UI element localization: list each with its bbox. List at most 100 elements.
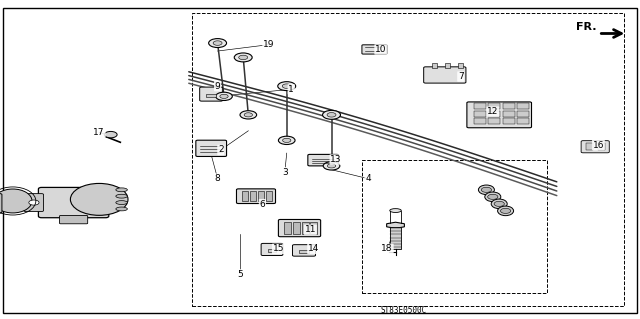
Text: 18: 18 [381,244,393,253]
Bar [293,222,300,234]
Bar [284,222,291,234]
Circle shape [216,92,232,100]
Bar [258,191,264,201]
FancyBboxPatch shape [467,102,531,128]
FancyBboxPatch shape [292,245,316,256]
Circle shape [213,41,222,45]
Ellipse shape [492,199,508,209]
Bar [300,250,309,253]
Ellipse shape [390,209,401,212]
Text: 19: 19 [263,40,275,49]
Bar [362,160,547,293]
Circle shape [234,53,252,62]
Circle shape [488,194,498,199]
Text: 10: 10 [375,45,387,54]
Bar [243,191,248,201]
Ellipse shape [479,185,495,195]
FancyBboxPatch shape [237,189,275,204]
Bar [488,103,500,109]
Text: 3: 3 [282,168,287,177]
Text: 11: 11 [305,225,316,234]
Bar [432,63,437,68]
Ellipse shape [116,207,127,211]
Circle shape [244,113,253,117]
Circle shape [278,136,295,145]
Text: 12: 12 [487,107,499,116]
Circle shape [29,200,39,205]
FancyBboxPatch shape [308,154,339,166]
Bar [488,111,500,117]
Bar [488,118,500,124]
FancyBboxPatch shape [196,140,227,156]
Bar [250,191,256,201]
FancyBboxPatch shape [424,67,466,83]
Bar [517,103,529,109]
Bar [390,227,401,249]
Text: ST83E0500C: ST83E0500C [380,306,426,315]
Text: 15: 15 [273,244,284,253]
Bar [503,111,515,117]
Circle shape [239,55,248,60]
Circle shape [209,39,227,48]
Circle shape [327,164,336,168]
Bar [517,111,529,117]
Circle shape [282,84,291,88]
Bar [586,143,593,150]
Bar [598,143,605,150]
FancyBboxPatch shape [581,141,609,153]
Text: 5: 5 [237,270,243,279]
Text: 1: 1 [289,85,294,94]
Bar [503,118,515,124]
Text: 13: 13 [330,155,342,164]
Text: 7: 7 [458,72,463,81]
Text: 6: 6 [260,200,265,209]
FancyBboxPatch shape [60,216,88,224]
Text: 17: 17 [93,128,105,137]
Ellipse shape [485,192,501,202]
Ellipse shape [116,194,127,198]
Circle shape [494,201,504,206]
Text: 4: 4 [365,174,371,183]
Bar [301,222,308,234]
Circle shape [220,94,228,99]
Circle shape [323,110,340,119]
Ellipse shape [70,183,128,215]
Ellipse shape [116,188,127,192]
Circle shape [500,208,511,213]
FancyBboxPatch shape [24,194,44,211]
Circle shape [278,82,296,91]
Circle shape [240,111,257,119]
Text: 2: 2 [218,145,223,154]
Text: 16: 16 [593,141,604,150]
Text: 14: 14 [308,244,319,253]
Ellipse shape [116,201,127,204]
Bar [268,249,276,252]
Circle shape [282,138,291,142]
Bar [206,94,216,97]
Circle shape [323,162,340,170]
Bar [517,118,529,124]
Ellipse shape [0,189,32,213]
Circle shape [481,187,492,192]
FancyBboxPatch shape [278,219,321,237]
FancyBboxPatch shape [38,188,109,218]
Circle shape [327,113,336,117]
Ellipse shape [498,206,514,216]
Bar [445,63,450,68]
Bar [503,103,515,109]
FancyBboxPatch shape [261,243,283,256]
Bar [310,222,317,234]
Bar [266,191,272,201]
Bar [474,103,486,109]
Bar [458,63,463,68]
Text: 8: 8 [215,174,220,183]
Text: FR.: FR. [576,22,596,32]
FancyBboxPatch shape [362,45,387,54]
Bar [474,118,486,124]
Bar [192,13,624,306]
Bar [474,111,486,117]
Text: 9: 9 [215,82,220,91]
Circle shape [104,131,117,138]
FancyBboxPatch shape [200,87,223,101]
Polygon shape [387,222,404,228]
